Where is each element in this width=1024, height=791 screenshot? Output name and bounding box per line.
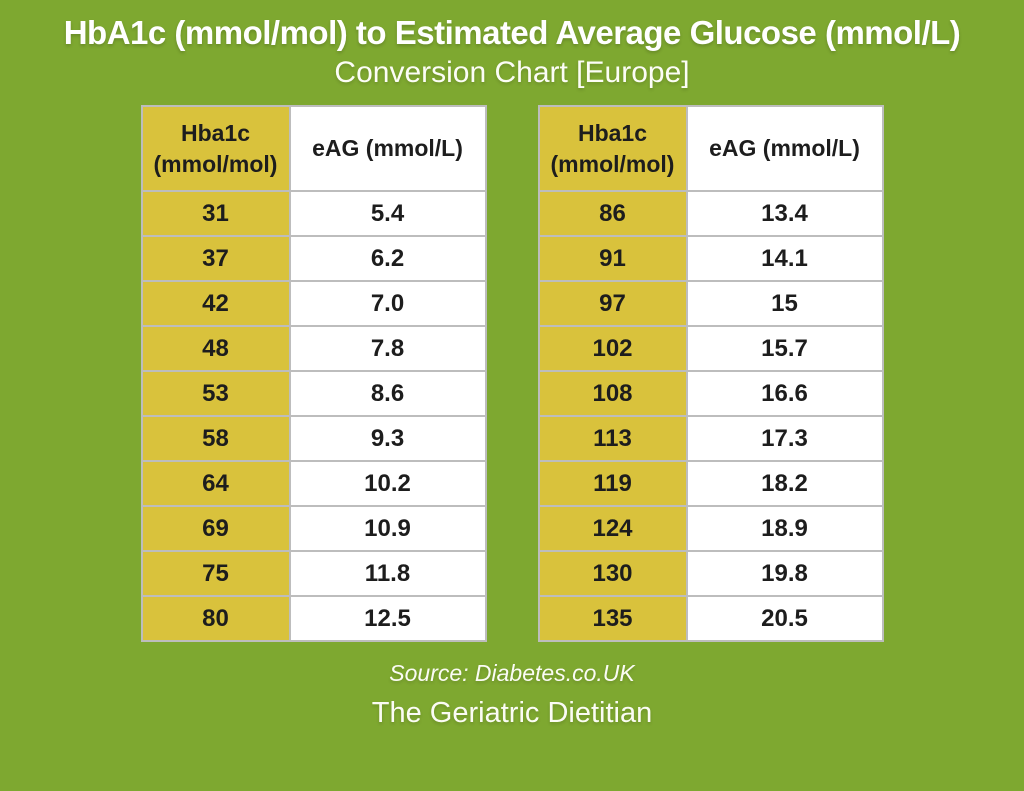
table-row: 42 7.0 bbox=[140, 280, 487, 328]
eag-value-cell: 17.3 bbox=[685, 415, 884, 463]
table-row: 80 12.5 bbox=[140, 595, 487, 643]
hba1c-value-cell: 37 bbox=[140, 235, 291, 283]
eag-value-cell: 7.0 bbox=[288, 280, 487, 328]
table-row: 113 17.3 bbox=[537, 415, 884, 463]
hba1c-value-cell: 124 bbox=[537, 505, 688, 553]
header-row: Hba1c (mmol/mol) eAG (mmol/L) bbox=[537, 105, 884, 193]
tables-container: Hba1c (mmol/mol) eAG (mmol/L) 31 5.4 37 6.2… bbox=[0, 105, 1024, 643]
hba1c-value-cell: 75 bbox=[140, 550, 291, 598]
table-row: 102 15.7 bbox=[537, 325, 884, 373]
hba1c-value-cell: 64 bbox=[140, 460, 291, 508]
hba1c-column-header: Hba1c (mmol/mol) bbox=[537, 105, 688, 193]
eag-value-cell: 18.2 bbox=[685, 460, 884, 508]
hba1c-value-cell: 31 bbox=[140, 190, 291, 238]
conversion-table-right: Hba1c (mmol/mol) eAG (mmol/L) 86 13.4 91 14… bbox=[537, 105, 884, 643]
table-row: 37 6.2 bbox=[140, 235, 487, 283]
table-row: 124 18.9 bbox=[537, 505, 884, 553]
eag-value-cell: 15 bbox=[685, 280, 884, 328]
eag-value-cell: 6.2 bbox=[288, 235, 487, 283]
hba1c-value-cell: 80 bbox=[140, 595, 291, 643]
table-body: 31 5.4 37 6.2 42 7.0 48 7.8 53 8.6 58 9.3 64 10.2 69 10… bbox=[140, 190, 487, 643]
table-row: 86 13.4 bbox=[537, 190, 884, 238]
eag-value-cell: 8.6 bbox=[288, 370, 487, 418]
eag-value-cell: 19.8 bbox=[685, 550, 884, 598]
hba1c-value-cell: 108 bbox=[537, 370, 688, 418]
table-row: 97 15 bbox=[537, 280, 884, 328]
eag-value-cell: 12.5 bbox=[288, 595, 487, 643]
eag-value-cell: 15.7 bbox=[685, 325, 884, 373]
hba1c-value-cell: 97 bbox=[537, 280, 688, 328]
table-row: 53 8.6 bbox=[140, 370, 487, 418]
hba1c-value-cell: 69 bbox=[140, 505, 291, 553]
table-row: 75 11.8 bbox=[140, 550, 487, 598]
hba1c-value-cell: 130 bbox=[537, 550, 688, 598]
eag-value-cell: 13.4 bbox=[685, 190, 884, 238]
hba1c-header-line2: (mmol/mol) bbox=[153, 150, 278, 177]
hba1c-value-cell: 113 bbox=[537, 415, 688, 463]
eag-value-cell: 11.8 bbox=[288, 550, 487, 598]
conversion-table-left: Hba1c (mmol/mol) eAG (mmol/L) 31 5.4 37 6.2… bbox=[140, 105, 487, 643]
table-row: 69 10.9 bbox=[140, 505, 487, 553]
table-header: Hba1c (mmol/mol) eAG (mmol/L) bbox=[537, 105, 884, 193]
page-subtitle: Conversion Chart [Europe] bbox=[334, 55, 690, 89]
eag-value-cell: 20.5 bbox=[685, 595, 884, 643]
header-row: Hba1c (mmol/mol) eAG (mmol/L) bbox=[140, 105, 487, 193]
hba1c-header-line2: (mmol/mol) bbox=[550, 150, 675, 177]
table-row: 119 18.2 bbox=[537, 460, 884, 508]
source-attribution: Source: Diabetes.co.UK bbox=[389, 660, 635, 687]
eag-value-cell: 10.2 bbox=[288, 460, 487, 508]
eag-value-cell: 18.9 bbox=[685, 505, 884, 553]
eag-value-cell: 16.6 bbox=[685, 370, 884, 418]
hba1c-value-cell: 102 bbox=[537, 325, 688, 373]
eag-value-cell: 9.3 bbox=[288, 415, 487, 463]
hba1c-value-cell: 86 bbox=[537, 190, 688, 238]
page-title: HbA1c (mmol/mol) to Estimated Average Gl… bbox=[63, 14, 961, 51]
hba1c-header-line1: Hba1c bbox=[180, 119, 251, 146]
eag-value-cell: 14.1 bbox=[685, 235, 884, 283]
eag-column-header: eAG (mmol/L) bbox=[288, 105, 487, 193]
brand-name: The Geriatric Dietitian bbox=[371, 697, 653, 730]
hba1c-value-cell: 91 bbox=[537, 235, 688, 283]
table-row: 64 10.2 bbox=[140, 460, 487, 508]
eag-column-header: eAG (mmol/L) bbox=[685, 105, 884, 193]
hba1c-value-cell: 42 bbox=[140, 280, 291, 328]
eag-value-cell: 10.9 bbox=[288, 505, 487, 553]
hba1c-value-cell: 53 bbox=[140, 370, 291, 418]
hba1c-value-cell: 58 bbox=[140, 415, 291, 463]
hba1c-value-cell: 48 bbox=[140, 325, 291, 373]
table-row: 108 16.6 bbox=[537, 370, 884, 418]
table-row: 58 9.3 bbox=[140, 415, 487, 463]
table-row: 91 14.1 bbox=[537, 235, 884, 283]
eag-value-cell: 7.8 bbox=[288, 325, 487, 373]
table-body: 86 13.4 91 14.1 97 15 102 15.7 108 16.6 113 17.3 119… bbox=[537, 190, 884, 643]
hba1c-value-cell: 119 bbox=[537, 460, 688, 508]
eag-value-cell: 5.4 bbox=[288, 190, 487, 238]
table-row: 130 19.8 bbox=[537, 550, 884, 598]
hba1c-header-line1: Hba1c bbox=[577, 119, 648, 146]
table-header: Hba1c (mmol/mol) eAG (mmol/L) bbox=[140, 105, 487, 193]
table-row: 48 7.8 bbox=[140, 325, 487, 373]
hba1c-value-cell: 135 bbox=[537, 595, 688, 643]
table-row: 31 5.4 bbox=[140, 190, 487, 238]
hba1c-column-header: Hba1c (mmol/mol) bbox=[140, 105, 291, 193]
table-row: 135 20.5 bbox=[537, 595, 884, 643]
